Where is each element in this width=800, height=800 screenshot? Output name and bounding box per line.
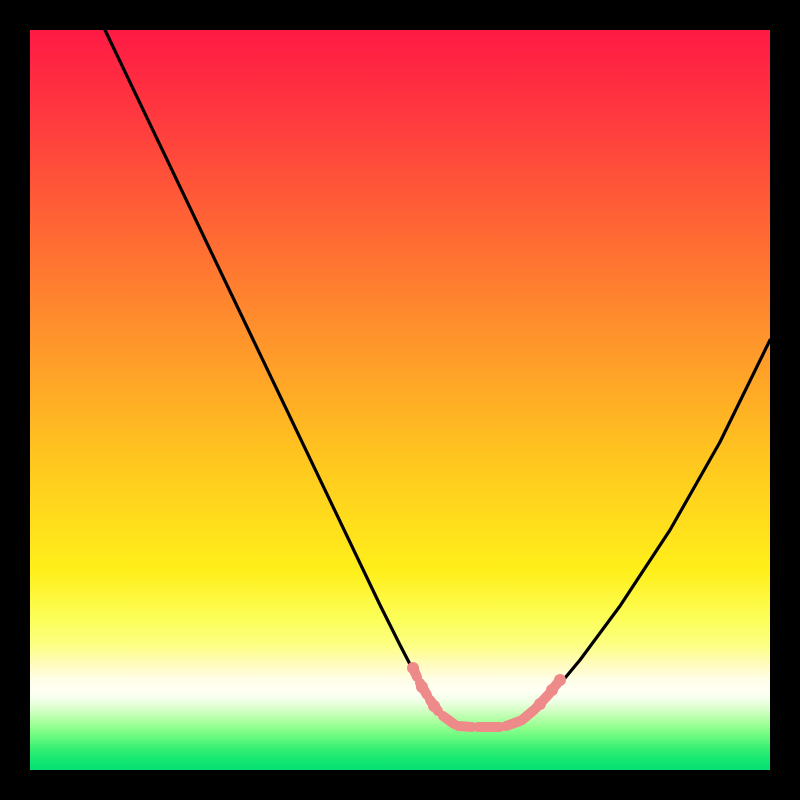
overlay-dot — [407, 662, 419, 674]
chart-frame: TheBottleneck.com — [0, 0, 800, 800]
overlay-dot — [416, 681, 428, 693]
chart-svg — [0, 0, 800, 800]
overlay-dot — [534, 698, 546, 710]
overlay-segment — [443, 716, 454, 724]
overlay-segment — [458, 726, 472, 727]
overlay-dot — [554, 674, 566, 686]
overlay-dot — [428, 700, 440, 712]
plot-area-gradient — [30, 30, 770, 770]
overlay-dot — [546, 684, 558, 696]
